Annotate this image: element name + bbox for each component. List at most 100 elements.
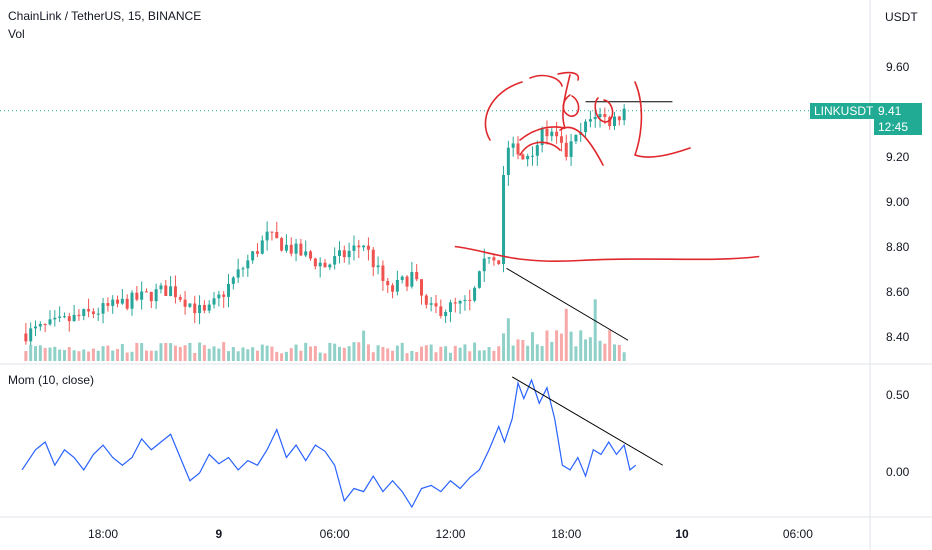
momentum-series <box>21 378 637 509</box>
volume-bar <box>130 351 134 361</box>
support-freehand <box>454 245 760 262</box>
volume-bar <box>188 342 192 361</box>
volume-trendline <box>506 267 629 341</box>
candle <box>603 114 607 118</box>
candle <box>468 299 472 301</box>
candle <box>506 147 510 176</box>
candle <box>58 316 62 318</box>
volume-bar <box>149 350 153 361</box>
volume-bar <box>569 331 573 361</box>
time-tick: 9 <box>215 527 223 541</box>
time-tick: 06:00 <box>782 527 813 541</box>
candle <box>559 136 563 143</box>
volume-bar <box>458 347 462 361</box>
candle <box>34 326 38 329</box>
volume-bar <box>497 346 501 361</box>
candle <box>366 245 370 250</box>
candle <box>188 303 192 307</box>
candle <box>294 243 298 254</box>
volume-bar <box>173 345 177 361</box>
volume-bar <box>101 346 105 361</box>
candle <box>444 312 448 317</box>
price-tick: 9.20 <box>886 150 910 164</box>
candle <box>405 276 409 287</box>
candle <box>453 302 457 304</box>
candle <box>29 328 33 342</box>
candle <box>617 116 621 121</box>
candlestick-series <box>24 104 626 346</box>
volume-bar <box>111 350 115 361</box>
volume-bar <box>323 353 327 361</box>
volume-bar <box>521 340 525 361</box>
volume-bar <box>67 347 71 361</box>
volume-bar <box>420 346 424 361</box>
candle <box>120 298 124 304</box>
volume-bar <box>453 345 457 361</box>
candle <box>593 117 597 120</box>
volume-bar <box>530 332 534 361</box>
volume-bar <box>622 352 626 361</box>
candle <box>53 317 57 320</box>
candle <box>299 243 303 256</box>
time-tick: 18:00 <box>551 527 582 541</box>
volume-bar <box>603 343 607 361</box>
candle <box>72 314 76 322</box>
volume-bar <box>477 350 481 361</box>
candle <box>260 240 264 254</box>
candle <box>434 303 438 307</box>
volume-bar <box>106 345 110 361</box>
candle <box>337 250 341 257</box>
volume-bar <box>468 351 472 361</box>
volume-bar <box>545 330 549 361</box>
candle <box>473 287 477 301</box>
momentum-trendline <box>511 376 664 466</box>
volume-bar <box>444 346 448 361</box>
candle <box>362 245 366 248</box>
user-drawings <box>454 71 760 466</box>
volume-bar <box>535 344 539 361</box>
volume-bar <box>241 347 245 361</box>
candle <box>77 314 81 317</box>
candle <box>357 245 361 248</box>
volume-bar <box>463 344 467 361</box>
time-tick: 12:00 <box>435 527 466 541</box>
momentum-line <box>21 378 637 509</box>
volume-bar <box>212 346 216 361</box>
volume-bar <box>299 350 303 361</box>
volume-bar <box>506 318 510 361</box>
candle <box>149 291 153 302</box>
annotation-doodle <box>519 126 566 141</box>
candle <box>280 238 284 251</box>
volume-bar <box>584 339 588 361</box>
candle <box>178 297 182 300</box>
candle <box>608 117 612 127</box>
annotation-doodle <box>519 141 561 156</box>
volume-bar <box>318 352 322 361</box>
candle <box>545 128 549 137</box>
volume-bar <box>366 344 370 361</box>
volume-bar <box>617 345 621 361</box>
candle <box>246 260 250 269</box>
volume-bar <box>400 342 404 361</box>
volume-bar <box>593 299 597 361</box>
candle <box>130 292 134 309</box>
volume-bar <box>207 348 211 361</box>
volume-bar <box>502 333 506 361</box>
volume-bar <box>125 352 129 361</box>
volume-bar <box>169 343 173 361</box>
volume-bar <box>550 341 554 361</box>
volume-label: Vol <box>8 27 25 41</box>
volume-bar <box>473 342 477 361</box>
candle <box>410 271 414 287</box>
candle <box>241 268 245 270</box>
price-tick: 8.40 <box>886 330 910 344</box>
candle <box>106 303 110 306</box>
candle <box>502 175 506 265</box>
volume-bar <box>559 333 563 361</box>
candle <box>164 285 168 297</box>
volume-bar <box>579 330 583 361</box>
volume-bar <box>135 342 139 361</box>
